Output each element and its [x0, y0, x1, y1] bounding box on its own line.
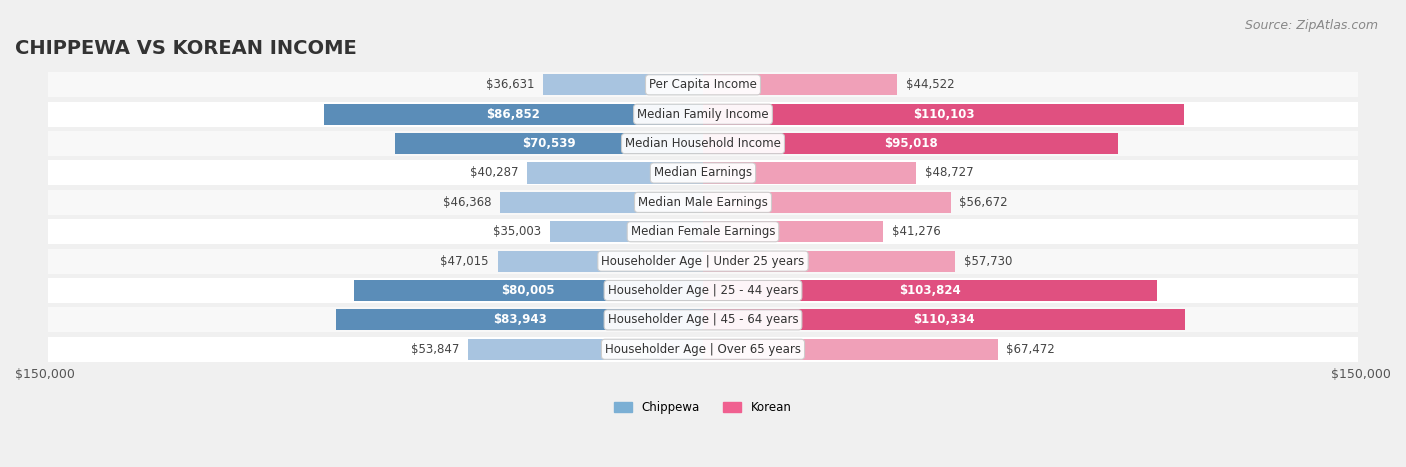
- Text: Median Female Earnings: Median Female Earnings: [631, 225, 775, 238]
- Bar: [703, 163, 915, 184]
- Bar: [48, 190, 1358, 215]
- Text: $44,522: $44,522: [907, 78, 955, 92]
- Text: $110,103: $110,103: [912, 108, 974, 120]
- Bar: [498, 250, 703, 272]
- Bar: [48, 307, 1358, 333]
- Bar: [703, 280, 1157, 301]
- Text: $67,472: $67,472: [1007, 343, 1056, 356]
- Text: $95,018: $95,018: [883, 137, 938, 150]
- Text: $57,730: $57,730: [965, 255, 1012, 268]
- Text: Source: ZipAtlas.com: Source: ZipAtlas.com: [1244, 19, 1378, 32]
- Bar: [527, 163, 703, 184]
- Bar: [543, 74, 703, 95]
- Bar: [703, 250, 955, 272]
- Text: Householder Age | Over 65 years: Householder Age | Over 65 years: [605, 343, 801, 356]
- Text: $46,368: $46,368: [443, 196, 492, 209]
- Text: $110,334: $110,334: [912, 313, 974, 326]
- Text: $40,287: $40,287: [470, 166, 519, 179]
- Text: Median Male Earnings: Median Male Earnings: [638, 196, 768, 209]
- Text: $41,276: $41,276: [891, 225, 941, 238]
- Text: $86,852: $86,852: [486, 108, 540, 120]
- Text: $35,003: $35,003: [494, 225, 541, 238]
- Bar: [703, 339, 998, 360]
- Bar: [468, 339, 703, 360]
- Bar: [353, 280, 703, 301]
- Bar: [48, 219, 1358, 244]
- Text: $150,000: $150,000: [1331, 368, 1391, 382]
- Text: Median Household Income: Median Household Income: [626, 137, 780, 150]
- Text: Householder Age | 25 - 44 years: Householder Age | 25 - 44 years: [607, 284, 799, 297]
- Bar: [48, 161, 1358, 185]
- Bar: [48, 72, 1358, 97]
- Text: $80,005: $80,005: [502, 284, 555, 297]
- Text: Householder Age | Under 25 years: Householder Age | Under 25 years: [602, 255, 804, 268]
- Bar: [48, 337, 1358, 362]
- Text: Median Earnings: Median Earnings: [654, 166, 752, 179]
- Bar: [703, 309, 1185, 331]
- Bar: [703, 104, 1184, 125]
- Text: $150,000: $150,000: [15, 368, 75, 382]
- Text: $53,847: $53,847: [411, 343, 458, 356]
- Bar: [323, 104, 703, 125]
- Bar: [395, 133, 703, 154]
- Text: $48,727: $48,727: [925, 166, 973, 179]
- Text: $70,539: $70,539: [522, 137, 575, 150]
- Bar: [703, 221, 883, 242]
- Text: $56,672: $56,672: [959, 196, 1008, 209]
- Bar: [48, 248, 1358, 274]
- Text: Median Family Income: Median Family Income: [637, 108, 769, 120]
- Bar: [48, 278, 1358, 303]
- Text: Per Capita Income: Per Capita Income: [650, 78, 756, 92]
- Text: Householder Age | 45 - 64 years: Householder Age | 45 - 64 years: [607, 313, 799, 326]
- Bar: [703, 192, 950, 213]
- Bar: [501, 192, 703, 213]
- Text: $47,015: $47,015: [440, 255, 489, 268]
- Text: $83,943: $83,943: [492, 313, 547, 326]
- Text: CHIPPEWA VS KOREAN INCOME: CHIPPEWA VS KOREAN INCOME: [15, 39, 357, 58]
- Bar: [703, 133, 1118, 154]
- Legend: Chippewa, Korean: Chippewa, Korean: [610, 396, 796, 419]
- Bar: [550, 221, 703, 242]
- Bar: [336, 309, 703, 331]
- Bar: [703, 74, 897, 95]
- Text: $36,631: $36,631: [485, 78, 534, 92]
- Text: $103,824: $103,824: [898, 284, 960, 297]
- Bar: [48, 131, 1358, 156]
- Bar: [48, 102, 1358, 127]
